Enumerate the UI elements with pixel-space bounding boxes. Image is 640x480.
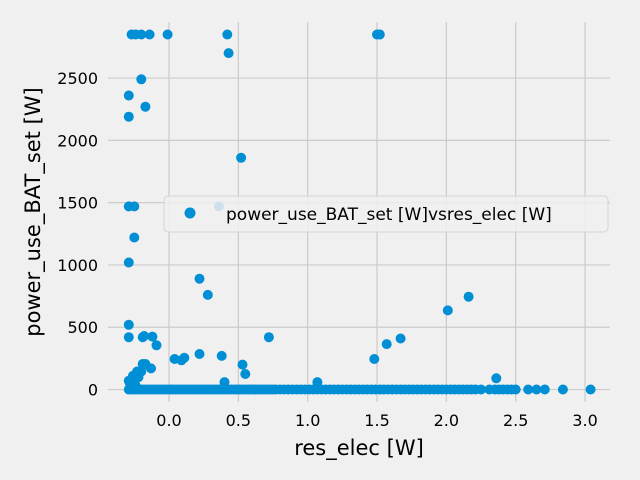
scatter-point (163, 30, 173, 40)
y-tick-label: 500 (67, 318, 98, 337)
scatter-point (177, 355, 187, 365)
scatter-point (145, 30, 155, 40)
scatter-point (375, 30, 385, 40)
scatter-point (586, 385, 596, 395)
scatter-point (195, 349, 205, 359)
legend: power_use_BAT_set [W]vsres_elec [W] (164, 196, 608, 232)
scatter-point (222, 30, 232, 40)
scatter-point (369, 354, 379, 364)
scatter-point (124, 320, 134, 330)
scatter-point (224, 48, 234, 58)
x-tick-label: 2.0 (434, 411, 459, 430)
y-axis-label: power_use_BAT_set [W] (21, 87, 46, 336)
scatter-point (540, 385, 550, 395)
scatter-point (124, 258, 134, 268)
scatter-point (240, 369, 250, 379)
x-tick-label: 0.0 (156, 411, 181, 430)
scatter-point (129, 233, 139, 243)
scatter-point (147, 332, 157, 342)
legend-label: power_use_BAT_set [W]vsres_elec [W] (226, 205, 552, 225)
scatter-point (203, 290, 213, 300)
scatter-point (382, 339, 392, 349)
scatter-point (124, 112, 134, 122)
scatter-point (136, 74, 146, 84)
scatter-point (236, 153, 246, 163)
scatter-point (217, 351, 227, 361)
scatter-point (152, 340, 162, 350)
scatter-point (464, 292, 474, 302)
y-tick-label: 1500 (57, 194, 98, 213)
scatter-point (140, 102, 150, 112)
scatter-point (124, 91, 134, 101)
scatter-point (238, 360, 248, 370)
x-tick-label: 1.5 (364, 411, 389, 430)
scatter-point (443, 305, 453, 315)
x-tick-label: 0.5 (226, 411, 251, 430)
y-tick-label: 0 (88, 381, 98, 400)
y-tick-label: 1000 (57, 256, 98, 275)
scatter-point (146, 363, 156, 373)
scatter-point (396, 334, 406, 344)
scatter-point (195, 274, 205, 284)
legend-marker (185, 208, 196, 219)
x-tick-label: 1.0 (295, 411, 320, 430)
x-axis-label: res_elec [W] (294, 436, 424, 461)
scatter-point (491, 373, 501, 383)
scatter-point (511, 385, 521, 395)
scatter-point (129, 201, 139, 211)
scatter-point (124, 332, 134, 342)
scatter-point (558, 385, 568, 395)
y-tick-label: 2000 (57, 131, 98, 150)
x-tick-label: 3.0 (572, 411, 597, 430)
scatter-point (264, 332, 274, 342)
x-tick-label: 2.5 (503, 411, 528, 430)
y-tick-label: 2500 (57, 69, 98, 88)
